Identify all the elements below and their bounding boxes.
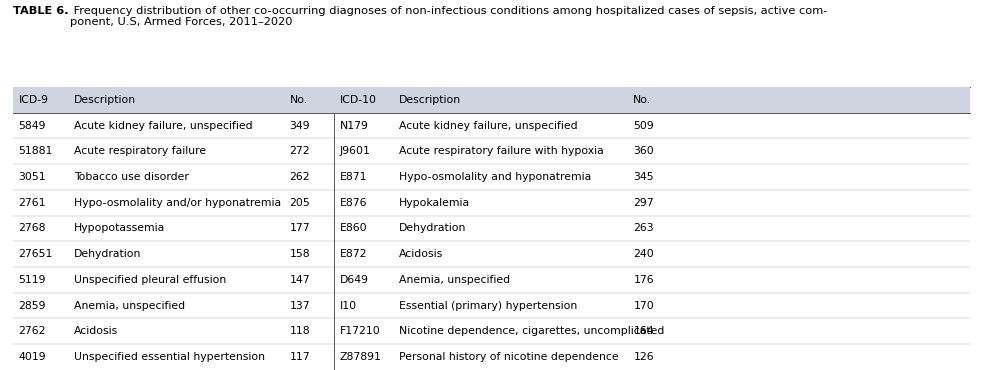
Text: Acute kidney failure, unspecified: Acute kidney failure, unspecified: [399, 121, 577, 131]
Text: 3051: 3051: [19, 172, 46, 182]
Text: 272: 272: [290, 146, 311, 156]
Text: D649: D649: [339, 275, 369, 285]
Text: 349: 349: [290, 121, 311, 131]
Text: 2762: 2762: [19, 326, 46, 336]
Text: Anemia, unspecified: Anemia, unspecified: [399, 275, 510, 285]
Text: 360: 360: [633, 146, 654, 156]
Text: 118: 118: [290, 326, 311, 336]
Text: 158: 158: [290, 249, 311, 259]
Text: ICD-10: ICD-10: [339, 95, 376, 105]
Text: 147: 147: [290, 275, 311, 285]
Text: 297: 297: [633, 198, 654, 208]
Text: N179: N179: [339, 121, 369, 131]
Text: Description: Description: [399, 95, 461, 105]
Text: Hypopotassemia: Hypopotassemia: [74, 223, 165, 233]
Text: Personal history of nicotine dependence: Personal history of nicotine dependence: [399, 352, 618, 362]
Text: Acidosis: Acidosis: [74, 326, 119, 336]
Text: Acute respiratory failure with hypoxia: Acute respiratory failure with hypoxia: [399, 146, 604, 156]
Text: Acute respiratory failure: Acute respiratory failure: [74, 146, 206, 156]
Text: E872: E872: [339, 249, 367, 259]
Text: 205: 205: [290, 198, 311, 208]
Text: Hypokalemia: Hypokalemia: [399, 198, 470, 208]
Text: 5849: 5849: [19, 121, 46, 131]
Text: Tobacco use disorder: Tobacco use disorder: [74, 172, 189, 182]
Text: 137: 137: [290, 300, 311, 310]
Text: E876: E876: [339, 198, 367, 208]
Text: ICD-9: ICD-9: [19, 95, 49, 105]
Text: 509: 509: [633, 121, 654, 131]
Text: 263: 263: [633, 223, 654, 233]
Text: 27651: 27651: [19, 249, 53, 259]
Text: TABLE 6.: TABLE 6.: [13, 6, 69, 16]
Text: Anemia, unspecified: Anemia, unspecified: [74, 300, 186, 310]
Text: Unspecified pleural effusion: Unspecified pleural effusion: [74, 275, 226, 285]
Text: 164: 164: [633, 326, 654, 336]
Text: 117: 117: [290, 352, 311, 362]
Text: 262: 262: [290, 172, 311, 182]
Text: 176: 176: [633, 275, 654, 285]
Text: 170: 170: [633, 300, 654, 310]
Text: Unspecified essential hypertension: Unspecified essential hypertension: [74, 352, 265, 362]
Text: 5119: 5119: [19, 275, 46, 285]
Text: E871: E871: [339, 172, 367, 182]
Text: No.: No.: [290, 95, 308, 105]
Text: Nicotine dependence, cigarettes, uncomplicated: Nicotine dependence, cigarettes, uncompl…: [399, 326, 665, 336]
Text: 4019: 4019: [19, 352, 46, 362]
Text: 177: 177: [290, 223, 311, 233]
Text: E860: E860: [339, 223, 367, 233]
Text: 240: 240: [633, 249, 654, 259]
Text: Dehydration: Dehydration: [399, 223, 466, 233]
Text: F17210: F17210: [339, 326, 380, 336]
Text: No.: No.: [633, 95, 652, 105]
Text: 2761: 2761: [19, 198, 46, 208]
Text: Acidosis: Acidosis: [399, 249, 443, 259]
Text: 126: 126: [633, 352, 654, 362]
Text: 51881: 51881: [19, 146, 53, 156]
Text: 2859: 2859: [19, 300, 46, 310]
Text: 345: 345: [633, 172, 654, 182]
Text: Hypo-osmolality and/or hyponatremia: Hypo-osmolality and/or hyponatremia: [74, 198, 281, 208]
Text: Dehydration: Dehydration: [74, 249, 142, 259]
Text: Acute kidney failure, unspecified: Acute kidney failure, unspecified: [74, 121, 253, 131]
Text: I10: I10: [339, 300, 357, 310]
Text: Frequency distribution of other co-occurring diagnoses of non-infectious conditi: Frequency distribution of other co-occur…: [70, 6, 827, 27]
Text: Z87891: Z87891: [339, 352, 381, 362]
Text: 2768: 2768: [19, 223, 46, 233]
Text: Hypo-osmolality and hyponatremia: Hypo-osmolality and hyponatremia: [399, 172, 591, 182]
Text: Essential (primary) hypertension: Essential (primary) hypertension: [399, 300, 577, 310]
Text: Description: Description: [74, 95, 137, 105]
Text: J9601: J9601: [339, 146, 371, 156]
